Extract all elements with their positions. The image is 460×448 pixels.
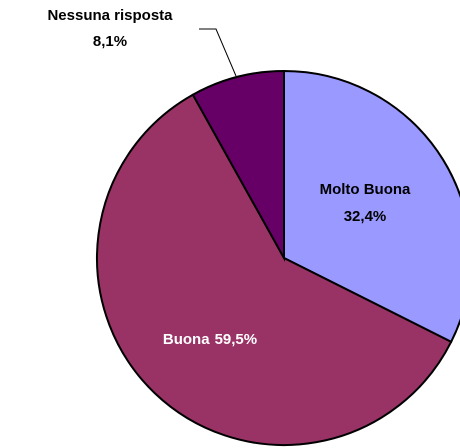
- category-label: Molto Buona: [320, 181, 411, 198]
- leader-line: [199, 28, 237, 77]
- category-label: Nessuna risposta: [47, 7, 173, 24]
- category-label: Buona: [163, 331, 210, 348]
- pie-slice: [96, 93, 453, 446]
- value-label: 8,1%: [93, 33, 127, 50]
- value-label: 59,5%: [215, 331, 258, 348]
- pie-slice: [191, 69, 285, 262]
- value-label: 32,4%: [344, 208, 387, 225]
- pie-slice: [283, 69, 460, 344]
- slice-label: Buona 59,5%: [163, 331, 257, 348]
